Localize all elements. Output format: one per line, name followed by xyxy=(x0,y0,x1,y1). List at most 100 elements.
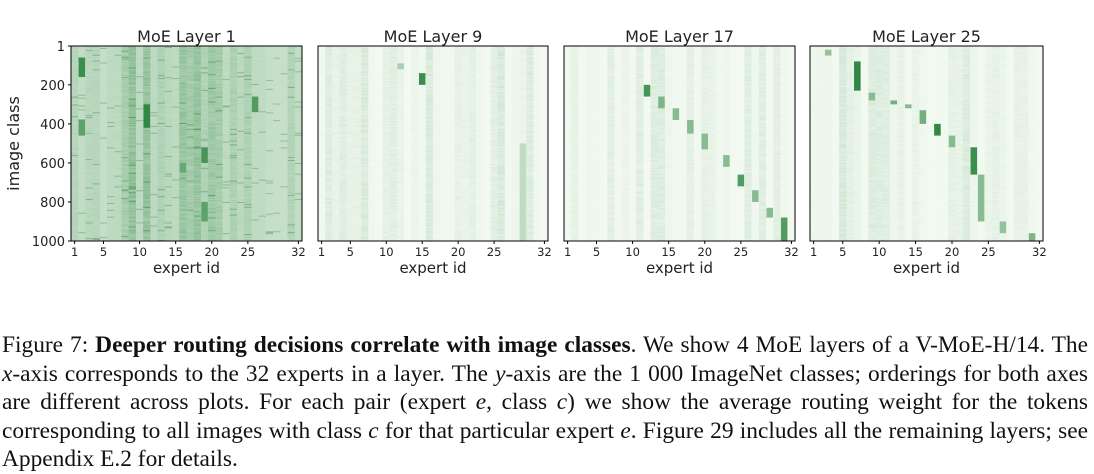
heatmap-cell xyxy=(71,142,79,144)
heatmap-cell xyxy=(92,89,101,92)
heatmap-cell xyxy=(150,177,158,179)
heatmap-cell xyxy=(92,167,101,170)
heatmap-cell xyxy=(157,156,166,158)
heatmap-cell xyxy=(99,121,108,123)
heatmap-cell xyxy=(92,96,101,98)
heatmap-cell xyxy=(121,196,130,198)
heatmap-cell xyxy=(143,46,151,48)
heatmap-cell xyxy=(99,236,108,238)
heatmap-cell xyxy=(107,211,115,214)
heatmap-cell xyxy=(114,228,122,230)
heatmap-cell xyxy=(135,121,144,123)
heatmap-cell xyxy=(150,189,158,191)
heatmap-cell xyxy=(92,196,101,198)
heatmap-cell xyxy=(92,198,101,200)
heatmap-cell xyxy=(85,236,93,238)
heatmap-cell xyxy=(157,139,166,141)
heatmap-cell xyxy=(114,159,122,161)
heatmap-cell xyxy=(157,107,166,109)
heatmap-cell xyxy=(135,91,144,94)
heatmap-cell xyxy=(78,117,86,119)
heatmap-cell xyxy=(135,78,144,80)
heatmap-cell xyxy=(121,137,130,139)
heatmap-cell xyxy=(121,161,130,163)
heatmap-cell xyxy=(85,179,93,181)
heatmap-cell xyxy=(128,212,137,214)
heatmap-cell xyxy=(71,174,79,176)
heatmap-cell xyxy=(85,112,93,114)
heatmap-cell xyxy=(71,92,79,95)
heatmap-cell xyxy=(99,62,108,64)
heatmap-cell xyxy=(128,72,137,74)
heatmap-cell xyxy=(128,46,137,49)
heatmap-cell xyxy=(135,155,144,157)
heatmap-cell xyxy=(99,231,108,233)
heatmap-cell xyxy=(150,191,158,193)
heatmap-cell xyxy=(121,215,130,217)
heatmap-cell xyxy=(92,177,101,179)
heatmap-cell xyxy=(85,160,93,162)
heatmap-cell xyxy=(71,161,79,163)
heatmap-cell xyxy=(121,101,130,103)
heatmap-cell xyxy=(107,55,115,58)
heatmap-cell xyxy=(85,124,93,127)
heatmap-cell xyxy=(99,91,108,94)
heatmap-cell xyxy=(107,131,115,134)
heatmap-cell xyxy=(85,129,93,132)
heatmap-cell xyxy=(85,62,93,64)
heatmap-cell xyxy=(157,137,166,139)
heatmap-cell xyxy=(78,109,86,111)
heatmap-cell xyxy=(150,218,158,220)
heatmap-cell xyxy=(99,218,108,220)
heatmap-cell xyxy=(85,139,93,141)
heatmap-cell xyxy=(85,107,93,109)
heatmap-cell xyxy=(114,214,122,216)
heatmap-cell xyxy=(135,159,144,161)
heatmap-cell xyxy=(99,216,108,218)
heatmap-cell xyxy=(85,145,93,147)
heatmap-cell xyxy=(99,157,108,159)
heatmap-cell xyxy=(114,103,122,105)
heatmap-cell xyxy=(99,102,108,104)
heatmap-cell xyxy=(135,83,144,85)
heatmap-cell xyxy=(71,206,79,209)
heatmap-cell xyxy=(150,207,158,210)
heatmap-cell xyxy=(128,191,137,193)
heatmap-cell xyxy=(143,97,151,99)
heatmap-cell xyxy=(99,233,108,235)
heatmap-cell xyxy=(150,200,158,202)
heatmap-cell xyxy=(92,188,101,190)
heatmap-cell xyxy=(121,119,130,121)
heatmap-cell xyxy=(121,76,130,78)
heatmap-cell xyxy=(85,84,93,86)
heatmap-cell xyxy=(143,187,151,189)
heatmap-cell xyxy=(121,155,130,157)
heatmap-cell xyxy=(92,153,101,155)
heatmap-cell xyxy=(121,93,130,96)
heatmap-cell xyxy=(71,72,79,74)
heatmap-cell xyxy=(107,93,115,96)
heatmap-cell xyxy=(135,193,144,195)
heatmap-cell xyxy=(107,167,115,170)
heatmap-cell xyxy=(92,62,101,64)
heatmap-cell xyxy=(121,60,130,62)
heatmap-cell xyxy=(121,210,130,213)
heatmap-cell xyxy=(71,101,79,103)
heatmap-cell xyxy=(78,88,86,91)
heatmap-cell xyxy=(78,147,86,149)
heatmap-cell xyxy=(114,117,122,119)
heatmap-cell xyxy=(150,128,158,131)
heatmap-cell xyxy=(135,194,144,196)
heatmap-cell xyxy=(157,138,166,140)
heatmap-cell xyxy=(99,193,108,195)
heatmap-cell xyxy=(135,46,144,49)
heatmap-cell xyxy=(150,221,158,223)
heatmap-cell xyxy=(71,115,79,117)
heatmap-cell xyxy=(78,104,86,106)
heatmap-cell xyxy=(135,225,144,227)
heatmap-cell xyxy=(107,205,115,208)
heatmap-cell xyxy=(157,89,166,92)
heatmap-cell xyxy=(150,153,158,155)
heatmap-cell xyxy=(71,163,79,166)
heatmap-cell xyxy=(150,132,158,135)
